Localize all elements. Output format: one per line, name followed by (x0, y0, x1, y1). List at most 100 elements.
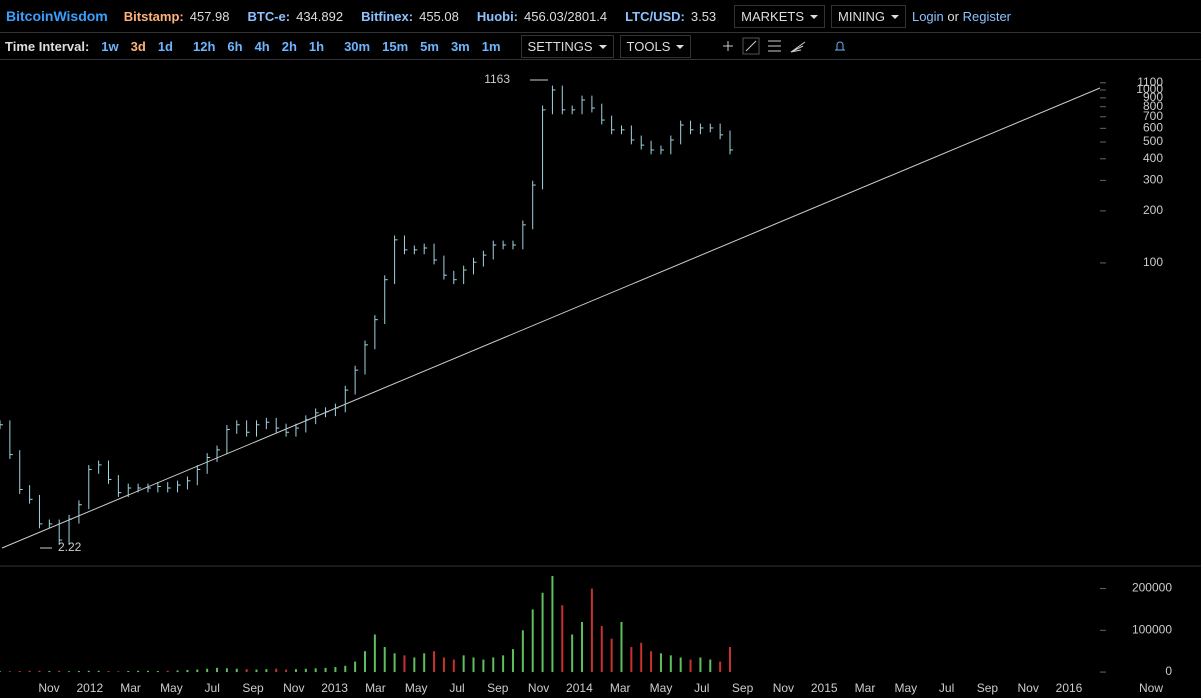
volume-bar (521, 630, 524, 673)
x-tick-label: May (405, 681, 428, 695)
volume-bar (551, 576, 554, 673)
volume-bar (0, 671, 1, 673)
x-tick-label: Mar (855, 681, 876, 695)
volume-bar (206, 668, 209, 673)
volume-bar (442, 657, 445, 673)
volume-bar (18, 671, 21, 673)
or-text: or (947, 8, 959, 24)
volume-bar (364, 651, 366, 673)
x-tick-label: Sep (487, 681, 509, 695)
volume-bar (659, 653, 662, 673)
x-tick-label: 2016 (1056, 681, 1083, 695)
ticker[interactable]: LTC/USD: 3.53 (625, 9, 716, 24)
volume-bar (403, 655, 406, 673)
y-tick-label: 300 (1143, 173, 1163, 187)
interval-button[interactable]: 1d (157, 38, 173, 54)
volume-bar (235, 668, 238, 673)
tools-menu[interactable]: TOOLS (619, 34, 692, 58)
interval-button[interactable]: 30m (344, 38, 371, 54)
mining-menu[interactable]: MINING (831, 4, 906, 28)
volume-bar (640, 642, 643, 673)
volume-bar (729, 647, 731, 673)
volume-bar (482, 659, 485, 673)
y-tick-label: 500 (1143, 134, 1163, 148)
interval-button[interactable]: 3d (130, 38, 146, 54)
y-tick-label: 200 (1143, 203, 1163, 217)
x-tick-label: Jul (939, 681, 954, 695)
y-tick-label: 1100 (1137, 75, 1163, 89)
brand[interactable]: BitcoinWisdom (6, 8, 108, 24)
volume-bar (166, 670, 169, 673)
interval-button[interactable]: 4h (254, 38, 270, 54)
x-tick-label: Mar (365, 681, 386, 695)
volume-bar (87, 670, 90, 673)
volume-bar (334, 667, 337, 673)
tickers: Bitstamp: 457.98 BTC-e: 434.892 Bitfinex: 455… (124, 9, 734, 24)
volume-bar (107, 671, 110, 673)
interval-button[interactable]: 1m (481, 38, 501, 54)
volume-bar (285, 669, 288, 673)
y-tick-label: 100 (1143, 255, 1163, 269)
volume-bar (679, 657, 682, 673)
register-link[interactable]: Register (962, 8, 1012, 24)
volume-bar (581, 621, 584, 673)
x-tick-label: 2013 (321, 681, 348, 695)
volume-bar (689, 659, 692, 673)
interval-button[interactable]: 1w (101, 38, 119, 54)
draw-tools[interactable] (713, 36, 853, 56)
x-tick-label: Sep (977, 681, 999, 695)
ticker[interactable]: Bitfinex: 455.08 (361, 9, 459, 24)
ticker[interactable]: BTC-e: 434.892 (247, 9, 343, 24)
volume-bar (68, 671, 71, 673)
volume-bar (255, 669, 258, 673)
interval-button[interactable]: 2h (281, 38, 297, 54)
ticker[interactable]: Huobi: 456.03/2801.4 (477, 9, 607, 24)
x-tick-label: May (650, 681, 673, 695)
y-tick-label: 800 (1143, 99, 1163, 113)
volume-bar (393, 653, 396, 673)
y-tick-label: 900 (1143, 90, 1163, 104)
x-tick-label: Sep (242, 681, 264, 695)
volume-bar (383, 647, 386, 673)
ticker-value: 456.03/2801.4 (524, 8, 608, 24)
volume-bar (275, 668, 278, 673)
ticker-label: Huobi: (476, 8, 519, 24)
interval-button[interactable]: 5m (420, 38, 439, 54)
volume-bar (28, 670, 31, 673)
volume-bar (413, 657, 416, 673)
volume-bar (38, 670, 41, 673)
x-tick-label: Nov (38, 681, 59, 695)
settings-menu[interactable]: SETTINGS (520, 34, 614, 58)
ticker[interactable]: Bitstamp: 457.98 (124, 9, 230, 24)
x-tick-label: Mar (120, 681, 141, 695)
x-tick-label: Jul (205, 681, 220, 695)
interval-button[interactable]: 12h (192, 38, 216, 54)
x-tick-label: 2012 (76, 681, 103, 695)
top-bar: BitcoinWisdom Bitstamp: 457.98 BTC-e: 434.8… (0, 0, 1201, 33)
x-tick-label: Jul (694, 681, 709, 695)
login-link[interactable]: Login (911, 8, 944, 24)
ticker-value: 434.892 (296, 8, 344, 24)
volume-bar (620, 621, 623, 673)
interval-button[interactable]: 15m (382, 38, 409, 54)
volume-bar (344, 665, 347, 673)
volume-bar (531, 609, 534, 673)
interval-button[interactable]: 3m (450, 38, 470, 54)
volume-bar (265, 669, 268, 673)
interval-button[interactable]: 6h (227, 38, 243, 54)
volume-bar (156, 671, 159, 673)
volume-bar (630, 647, 633, 673)
y-tick-label: 600 (1143, 121, 1163, 135)
volume-bar (669, 655, 672, 673)
volume-bar (97, 670, 100, 673)
intervals: 1w 3d 1d 12h 6h 4h 2h 1h 30m 15m 5m 3m 1m (95, 39, 506, 54)
volume-bar (462, 655, 465, 673)
volume-bar (77, 671, 80, 673)
volume-bar (373, 634, 376, 673)
volume-bar (146, 670, 149, 673)
interval-button[interactable]: 1h (308, 38, 325, 54)
high-label: 1163 (484, 72, 510, 86)
volume-bar (561, 605, 564, 673)
markets-menu[interactable]: MARKETS (734, 4, 826, 28)
